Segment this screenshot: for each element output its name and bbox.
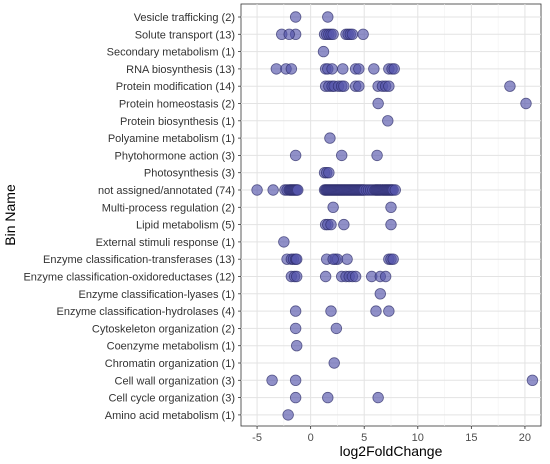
y-tick-label: RNA biosynthesis (13) [126, 64, 235, 76]
data-point [325, 218, 337, 231]
data-point [353, 63, 365, 75]
data-point [322, 391, 334, 404]
data-point [289, 305, 302, 317]
data-point [319, 270, 332, 283]
x-axis-title: log2FoldChange [340, 443, 443, 459]
data-point [251, 184, 263, 196]
grid-lines [241, 4, 541, 426]
data-point [266, 374, 278, 387]
y-tick-label: Protein modification (14) [116, 81, 235, 93]
data-point [291, 270, 303, 283]
x-tick-label: -5 [252, 432, 262, 444]
y-tick-label: Enzyme classification-transferases (13) [43, 254, 235, 266]
x-axis-ticks: -5 0 5 10 15 20 [252, 426, 531, 444]
data-point [368, 63, 380, 75]
y-tick-label: Protein biosynthesis (1) [120, 116, 235, 128]
data-point [282, 409, 294, 421]
data-point [346, 28, 359, 41]
y-tick-label: Cell wall organization (3) [115, 375, 235, 387]
data-point [326, 63, 338, 75]
y-tick-label: Vesicle trafficking (2) [134, 12, 235, 24]
y-tick-label: Enzyme classification-hydrolases (4) [56, 306, 235, 318]
y-tick-label: Phytohormone action (3) [115, 150, 235, 162]
data-point [289, 391, 302, 404]
x-tick-label: 5 [361, 432, 367, 444]
data-point [283, 28, 295, 41]
y-tick-label: Multi-process regulation (2) [102, 202, 235, 214]
data-point [325, 305, 337, 317]
data-point [526, 374, 539, 387]
y-tick-label: Photosynthesis (3) [144, 168, 235, 180]
data-point [385, 218, 397, 231]
data-point [353, 80, 365, 92]
data-point [285, 63, 298, 75]
data-point [317, 45, 330, 58]
data-point [322, 11, 334, 23]
y-tick-label: Chromatin organization (1) [105, 358, 235, 370]
data-point [327, 201, 339, 214]
y-tick-label: Coenzyme metabolism (1) [107, 341, 235, 353]
data-point [357, 28, 369, 41]
data-point [330, 322, 343, 335]
data-point [267, 184, 279, 196]
data-point [520, 97, 532, 110]
data-point [292, 184, 304, 196]
data-point [383, 305, 395, 317]
data-point [323, 166, 335, 179]
data-point [291, 340, 303, 352]
x-tick-label: 20 [519, 432, 531, 444]
data-point [270, 63, 283, 75]
data-point [338, 218, 350, 231]
data-point [388, 63, 400, 75]
data-point [371, 149, 383, 162]
data-point [370, 305, 382, 317]
data-points [251, 11, 539, 421]
data-point [327, 253, 339, 265]
data-point [328, 357, 340, 369]
data-point [374, 288, 386, 300]
data-point [289, 149, 302, 162]
data-point [389, 184, 401, 196]
y-axis-ticks: Vesicle trafficking (2) Solute transport … [23, 12, 241, 422]
data-point [338, 80, 350, 92]
data-point [289, 11, 302, 23]
y-tick-label: Enzyme classification-oxidoreductases (1… [23, 272, 235, 284]
data-point [372, 391, 384, 404]
data-point [387, 253, 399, 265]
y-tick-label: Cell cycle organization (3) [108, 393, 235, 405]
data-point [336, 149, 348, 162]
data-point [382, 115, 394, 127]
data-point [385, 201, 397, 214]
y-tick-label: Polyamine metabolism (1) [108, 133, 235, 145]
x-tick-label: 15 [465, 432, 477, 444]
data-point [379, 270, 392, 283]
data-point [349, 270, 362, 283]
y-tick-label: External stimuli response (1) [96, 237, 235, 249]
y-tick-label: Amino acid metabolism (1) [105, 410, 235, 422]
data-point [291, 253, 303, 265]
y-tick-label: Secondary metabolism (1) [107, 47, 235, 59]
data-point [289, 374, 302, 387]
data-point [372, 97, 384, 110]
data-point [324, 132, 336, 144]
data-point [289, 322, 302, 335]
y-tick-label: Enzyme classification-lyases (1) [79, 289, 236, 301]
data-point [383, 80, 395, 92]
y-tick-label: Lipid metabolism (5) [136, 220, 235, 232]
data-point [278, 236, 290, 248]
data-point [341, 253, 353, 265]
y-tick-label: Solute transport (13) [135, 29, 235, 41]
data-point [327, 28, 339, 41]
x-tick-label: 0 [308, 432, 314, 444]
data-point [504, 80, 516, 92]
y-axis-title: Bin Name [2, 184, 18, 246]
y-tick-label: Protein homeostasis (2) [119, 99, 235, 111]
x-tick-label: 10 [412, 432, 424, 444]
y-tick-label: not assigned/annotated (74) [98, 185, 235, 197]
y-tick-label: Cytoskeleton organization (2) [92, 323, 235, 335]
data-point [337, 63, 349, 75]
